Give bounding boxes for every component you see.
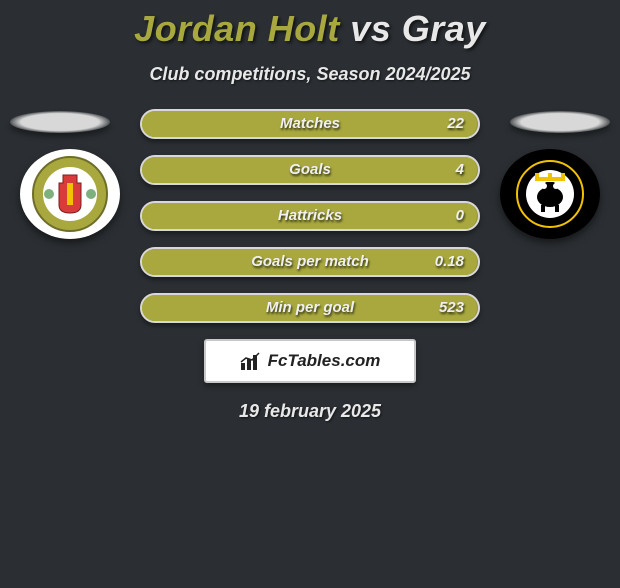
crest-bg-right bbox=[500, 149, 600, 239]
stat-label: Hattricks bbox=[142, 203, 478, 229]
comparison-panel: Matches 22 Goals 4 Hattricks 0 Goals per… bbox=[0, 109, 620, 422]
subtitle: Club competitions, Season 2024/2025 bbox=[0, 64, 620, 85]
stat-value: 523 bbox=[439, 295, 464, 321]
crest-shadow-right bbox=[510, 111, 610, 133]
player1-name: Jordan Holt bbox=[134, 8, 340, 49]
stat-label: Min per goal bbox=[142, 295, 478, 321]
stat-label: Goals per match bbox=[142, 249, 478, 275]
club-crest-right bbox=[500, 149, 600, 239]
player2-name: Gray bbox=[402, 8, 486, 49]
stat-value: 4 bbox=[456, 157, 464, 183]
stat-bar: Matches 22 bbox=[140, 109, 480, 139]
stat-bar: Goals per match 0.18 bbox=[140, 247, 480, 277]
stat-bar: Goals 4 bbox=[140, 155, 480, 185]
club-crest-left bbox=[20, 149, 120, 239]
stat-bar: Hattricks 0 bbox=[140, 201, 480, 231]
brand-text: FcTables.com bbox=[268, 351, 381, 371]
stat-label: Matches bbox=[142, 111, 478, 137]
annan-athletic-crest-icon bbox=[31, 155, 109, 233]
stat-bars: Matches 22 Goals 4 Hattricks 0 Goals per… bbox=[140, 109, 480, 323]
stat-label: Goals bbox=[142, 157, 478, 183]
bar-chart-icon bbox=[240, 351, 262, 371]
dumbarton-fc-crest-icon bbox=[511, 155, 589, 233]
stat-value: 22 bbox=[447, 111, 464, 137]
stat-bar: Min per goal 523 bbox=[140, 293, 480, 323]
vs-text: vs bbox=[350, 8, 391, 49]
date-text: 19 february 2025 bbox=[0, 401, 620, 422]
crest-shadow-left bbox=[10, 111, 110, 133]
stat-value: 0 bbox=[456, 203, 464, 229]
page-title: Jordan Holt vs Gray bbox=[0, 8, 620, 50]
brand-badge[interactable]: FcTables.com bbox=[204, 339, 416, 383]
crest-bg-left bbox=[20, 149, 120, 239]
stat-value: 0.18 bbox=[435, 249, 464, 275]
